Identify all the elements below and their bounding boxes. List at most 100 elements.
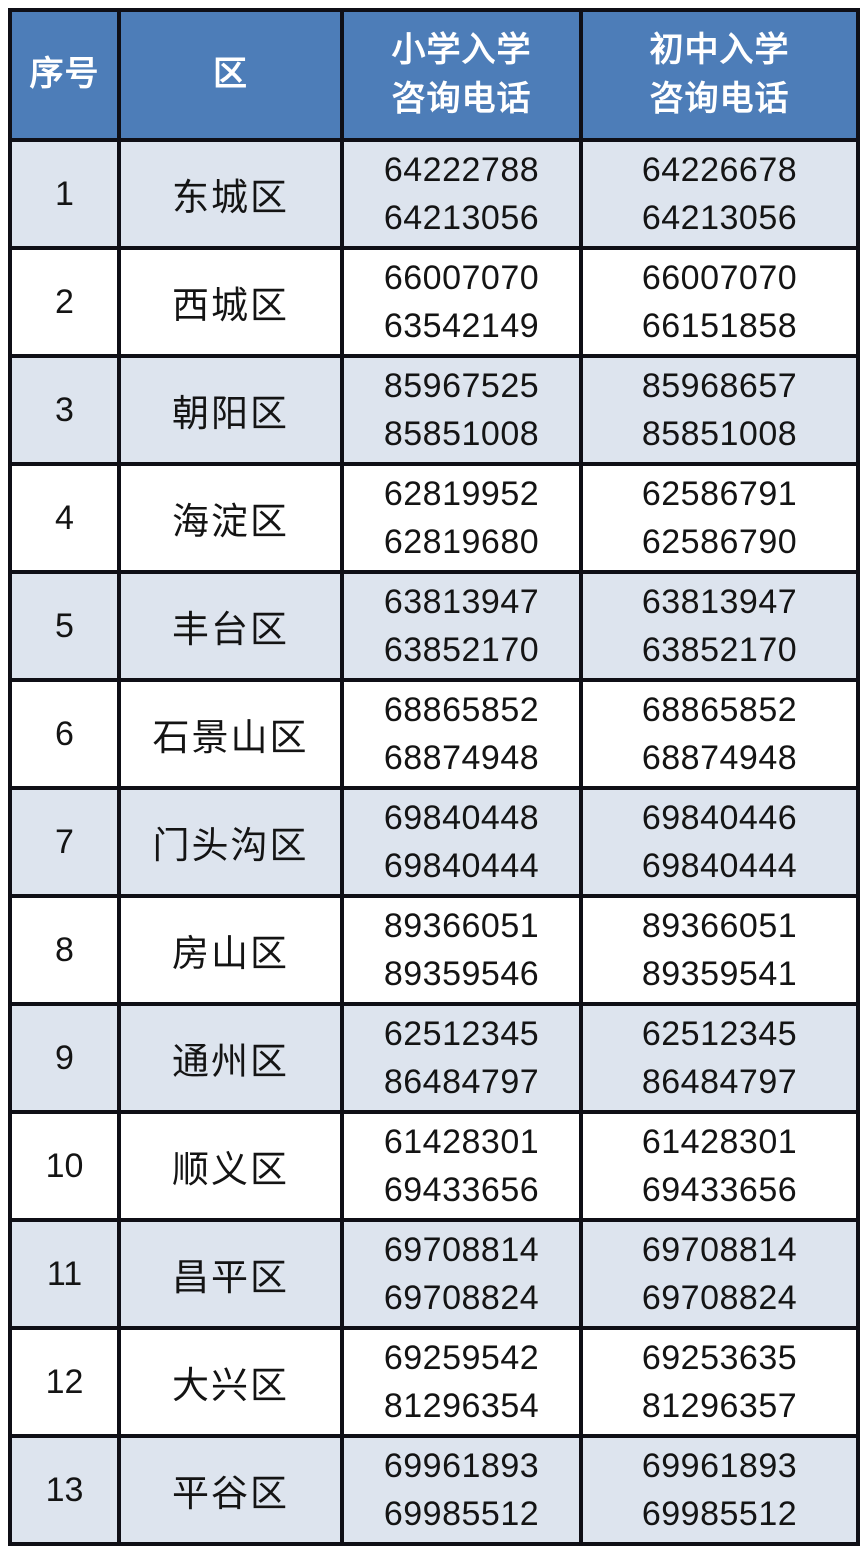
table-row: 11 昌平区 69708814 69708824 69708814 697088… (8, 1218, 860, 1330)
primary-phone-cell: 69961893 69985512 (340, 1434, 583, 1546)
seq-cell: 11 (8, 1218, 121, 1330)
middle-phone-cell: 69708814 69708824 (579, 1218, 860, 1330)
district-cell: 顺义区 (117, 1110, 344, 1222)
phone-number: 66007070 (383, 259, 540, 297)
primary-phone-cell: 64222788 64213056 (340, 138, 583, 250)
column-header-seq: 序号 (8, 8, 121, 142)
phone-number: 69708814 (383, 1231, 540, 1269)
seq-cell: 2 (8, 246, 121, 358)
phone-number: 68865852 (383, 691, 540, 729)
phone-number: 69259542 (383, 1339, 540, 1377)
seq-cell: 9 (8, 1002, 121, 1114)
enrollment-phone-table: 序号 区 小学入学 咨询电话 初中入学 咨询电话 1 东城区 64222788 … (8, 8, 860, 1546)
table-row: 5 丰台区 63813947 63852170 63813947 6385217… (8, 570, 860, 682)
middle-phone-cell: 68865852 68874948 (579, 678, 860, 790)
phone-number: 64213056 (383, 199, 540, 237)
phone-number: 69961893 (641, 1447, 798, 1485)
phone-number: 63542149 (383, 307, 540, 345)
middle-phone-cell: 64226678 64213056 (579, 138, 860, 250)
district-cell: 门头沟区 (117, 786, 344, 898)
phone-number: 62819952 (383, 475, 540, 513)
district-cell: 昌平区 (117, 1218, 344, 1330)
phone-number: 69708814 (641, 1231, 798, 1269)
primary-phone-cell: 66007070 63542149 (340, 246, 583, 358)
table-body: 1 东城区 64222788 64213056 64226678 6421305… (8, 138, 860, 1546)
middle-phone-cell: 62586791 62586790 (579, 462, 860, 574)
phone-number: 63852170 (641, 631, 798, 669)
district-cell: 海淀区 (117, 462, 344, 574)
phone-number: 85967525 (383, 367, 540, 405)
phone-number: 69985512 (641, 1495, 798, 1533)
phone-number: 64222788 (383, 151, 540, 189)
phone-number: 64226678 (641, 151, 798, 189)
district-cell: 通州区 (117, 1002, 344, 1114)
phone-number: 69708824 (641, 1279, 798, 1317)
column-header-middle-phone: 初中入学 咨询电话 (579, 8, 860, 142)
district-cell: 丰台区 (117, 570, 344, 682)
primary-phone-cell: 62819952 62819680 (340, 462, 583, 574)
column-header-district: 区 (117, 8, 344, 142)
middle-phone-cell: 61428301 69433656 (579, 1110, 860, 1222)
phone-number: 69961893 (383, 1447, 540, 1485)
primary-phone-cell: 68865852 68874948 (340, 678, 583, 790)
district-cell: 大兴区 (117, 1326, 344, 1438)
phone-number: 69253635 (641, 1339, 798, 1377)
primary-phone-cell: 61428301 69433656 (340, 1110, 583, 1222)
phone-number: 85968657 (641, 367, 798, 405)
phone-number: 89359541 (641, 955, 798, 993)
seq-cell: 7 (8, 786, 121, 898)
middle-phone-cell: 69840446 69840444 (579, 786, 860, 898)
seq-cell: 1 (8, 138, 121, 250)
table-row: 4 海淀区 62819952 62819680 62586791 6258679… (8, 462, 860, 574)
table-row: 1 东城区 64222788 64213056 64226678 6421305… (8, 138, 860, 250)
seq-cell: 4 (8, 462, 121, 574)
table-row: 12 大兴区 69259542 81296354 69253635 812963… (8, 1326, 860, 1438)
district-cell: 平谷区 (117, 1434, 344, 1546)
seq-cell: 6 (8, 678, 121, 790)
seq-cell: 3 (8, 354, 121, 466)
middle-phone-cell: 89366051 89359541 (579, 894, 860, 1006)
header-row: 序号 区 小学入学 咨询电话 初中入学 咨询电话 (8, 8, 860, 142)
phone-number: 68874948 (641, 739, 798, 777)
seq-cell: 13 (8, 1434, 121, 1546)
primary-phone-cell: 69259542 81296354 (340, 1326, 583, 1438)
phone-number: 69985512 (383, 1495, 540, 1533)
table-row: 3 朝阳区 85967525 85851008 85968657 8585100… (8, 354, 860, 466)
middle-phone-cell: 63813947 63852170 (579, 570, 860, 682)
primary-phone-cell: 62512345 86484797 (340, 1002, 583, 1114)
table-row: 8 房山区 89366051 89359546 89366051 8935954… (8, 894, 860, 1006)
phone-number: 89359546 (383, 955, 540, 993)
phone-number: 86484797 (641, 1063, 798, 1101)
phone-number: 61428301 (383, 1123, 540, 1161)
table-row: 7 门头沟区 69840448 69840444 69840446 698404… (8, 786, 860, 898)
phone-number: 69433656 (641, 1171, 798, 1209)
phone-number: 61428301 (641, 1123, 798, 1161)
table-row: 2 西城区 66007070 63542149 66007070 6615185… (8, 246, 860, 358)
table-row: 9 通州区 62512345 86484797 62512345 8648479… (8, 1002, 860, 1114)
seq-cell: 8 (8, 894, 121, 1006)
primary-phone-cell: 69840448 69840444 (340, 786, 583, 898)
phone-number: 63813947 (383, 583, 540, 621)
phone-number: 69433656 (383, 1171, 540, 1209)
phone-number: 62586791 (641, 475, 798, 513)
phone-number: 62586790 (641, 523, 798, 561)
phone-number: 64213056 (641, 199, 798, 237)
middle-phone-cell: 62512345 86484797 (579, 1002, 860, 1114)
phone-number: 81296354 (383, 1387, 540, 1425)
column-header-primary-phone: 小学入学 咨询电话 (340, 8, 583, 142)
phone-number: 69840444 (641, 847, 798, 885)
phone-number: 89366051 (641, 907, 798, 945)
middle-phone-cell: 66007070 66151858 (579, 246, 860, 358)
middle-phone-cell: 85968657 85851008 (579, 354, 860, 466)
phone-number: 85851008 (641, 415, 798, 453)
phone-number: 69708824 (383, 1279, 540, 1317)
middle-phone-cell: 69961893 69985512 (579, 1434, 860, 1546)
district-cell: 房山区 (117, 894, 344, 1006)
primary-phone-cell: 89366051 89359546 (340, 894, 583, 1006)
primary-phone-cell: 63813947 63852170 (340, 570, 583, 682)
phone-number: 69840444 (383, 847, 540, 885)
phone-number: 62512345 (383, 1015, 540, 1053)
phone-number: 81296357 (641, 1387, 798, 1425)
phone-number: 62819680 (383, 523, 540, 561)
phone-number: 85851008 (383, 415, 540, 453)
